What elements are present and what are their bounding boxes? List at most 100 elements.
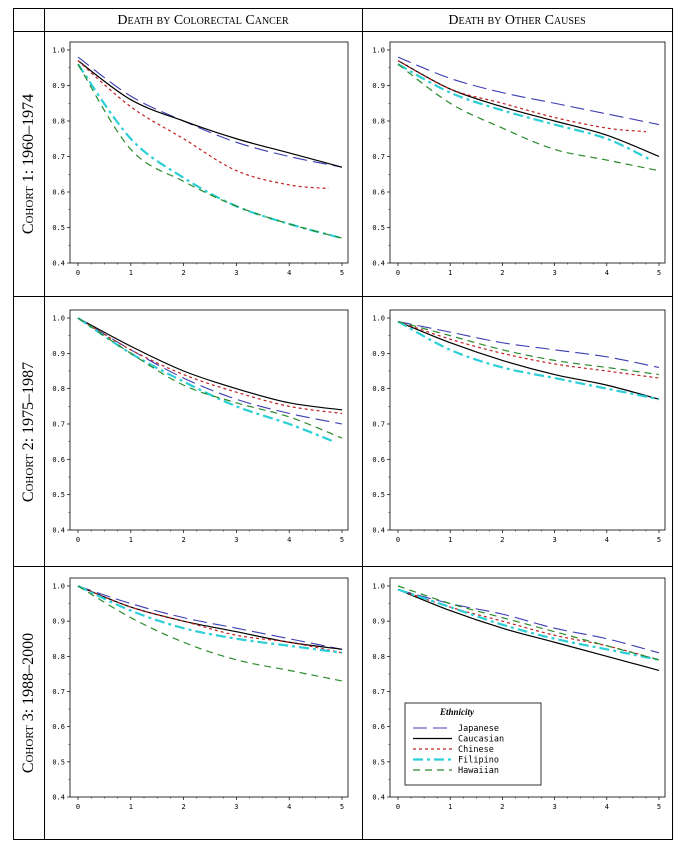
x-tick-label: 5 <box>340 803 344 811</box>
y-tick-label: 0.6 <box>52 723 65 731</box>
legend-label-filipino: Filipino <box>458 756 499 766</box>
y-tick-label: 0.4 <box>52 260 65 268</box>
x-tick-label: 4 <box>605 269 609 277</box>
legend-box <box>404 702 542 786</box>
y-tick-label: 0.4 <box>372 794 385 802</box>
series-line-filipino <box>77 317 335 443</box>
y-tick-label: 0.8 <box>52 385 65 393</box>
y-tick-label: 0.4 <box>52 527 65 535</box>
x-tick-label: 0 <box>76 803 80 811</box>
chart-panel-1: 0.4 0.5 0.6 0.7 0.8 0.9 1.0 0 1 2 3 4 5 <box>52 41 349 277</box>
y-tick-label: 0.8 <box>372 653 385 661</box>
series-line-chinese <box>397 60 647 133</box>
x-tick-label: 0 <box>76 269 80 277</box>
plot-frame <box>69 577 349 798</box>
series-line-chinese <box>397 320 660 379</box>
column-header-colorectal: Death by Colorectal Cancer <box>117 13 289 28</box>
y-tick-label: 1.0 <box>52 47 65 55</box>
x-tick-label: 4 <box>287 269 291 277</box>
series-line-caucasian <box>397 60 660 158</box>
y-tick-label: 1.0 <box>372 583 385 591</box>
y-tick-label: 0.4 <box>372 260 385 268</box>
y-tick-label: 0.9 <box>372 82 385 90</box>
y-tick-label: 0.9 <box>52 82 65 90</box>
x-tick-label: 2 <box>500 536 504 544</box>
series-line-hawaiian <box>77 585 343 682</box>
series-line-filipino <box>397 320 660 401</box>
series-line-caucasian <box>397 320 660 400</box>
y-tick-label: 0.5 <box>52 758 65 766</box>
series-line-caucasian <box>77 585 343 650</box>
y-tick-label: 1.0 <box>372 315 385 323</box>
x-tick-label: 5 <box>657 269 661 277</box>
series-line-japanese <box>77 56 343 168</box>
x-tick-label: 2 <box>181 269 185 277</box>
y-tick-label: 0.6 <box>372 723 385 731</box>
x-tick-label: 5 <box>340 536 344 544</box>
y-tick-label: 1.0 <box>52 315 65 323</box>
chart-panel-4: 0.4 0.5 0.6 0.7 0.8 0.9 1.0 0 1 2 3 4 5 <box>372 309 666 544</box>
y-tick-label: 0.7 <box>52 421 65 429</box>
y-tick-label: 0.5 <box>52 491 65 499</box>
x-tick-label: 2 <box>181 536 185 544</box>
series-line-caucasian <box>77 60 343 168</box>
outer-border <box>13 8 673 840</box>
y-tick-label: 0.5 <box>372 758 385 766</box>
plot-frame <box>69 309 349 531</box>
series-line-hawaiian <box>77 317 343 439</box>
y-tick-label: 0.7 <box>372 421 385 429</box>
x-tick-label: 4 <box>287 803 291 811</box>
legend-label-caucasian: Caucasian <box>458 735 504 745</box>
y-tick-label: 0.7 <box>372 688 385 696</box>
x-tick-label: 3 <box>552 536 556 544</box>
series-line-chinese <box>77 317 343 414</box>
y-tick-label: 0.8 <box>372 385 385 393</box>
chart-panel-5: 0.4 0.5 0.6 0.7 0.8 0.9 1.0 0 1 2 3 4 5 <box>52 577 349 811</box>
chart-panel-3: 0.4 0.5 0.6 0.7 0.8 0.9 1.0 0 1 2 3 4 5 <box>52 309 349 544</box>
y-tick-label: 0.5 <box>372 491 385 499</box>
series-line-hawaiian <box>77 63 343 239</box>
x-tick-label: 2 <box>500 803 504 811</box>
x-tick-label: 1 <box>129 536 133 544</box>
series-line-hawaiian <box>397 320 660 376</box>
chart-panel-6: 0.4 0.5 0.6 0.7 0.8 0.9 1.0 0 1 2 3 4 5 <box>372 577 666 811</box>
y-tick-label: 0.8 <box>52 118 65 126</box>
legend-label-japanese: Japanese <box>458 724 499 734</box>
x-tick-label: 0 <box>396 269 400 277</box>
series-line-japanese <box>77 317 343 425</box>
series-line-caucasian <box>397 588 660 671</box>
x-tick-label: 3 <box>234 803 238 811</box>
x-tick-label: 3 <box>552 269 556 277</box>
y-tick-label: 0.5 <box>52 224 65 232</box>
legend: Ethnicity JapaneseCaucasianChineseFilipin… <box>404 702 542 786</box>
x-tick-label: 0 <box>396 536 400 544</box>
x-tick-label: 1 <box>448 269 452 277</box>
x-tick-label: 3 <box>234 536 238 544</box>
y-tick-label: 0.6 <box>52 189 65 197</box>
legend-title: Ethnicity <box>439 707 475 717</box>
x-tick-label: 1 <box>129 269 133 277</box>
x-tick-label: 1 <box>448 803 452 811</box>
series-line-japanese <box>77 585 343 650</box>
series-line-hawaiian <box>397 63 660 172</box>
y-tick-label: 0.7 <box>52 688 65 696</box>
series-line-filipino <box>77 63 343 240</box>
series-line-hawaiian <box>397 585 660 661</box>
x-tick-label: 3 <box>552 803 556 811</box>
x-tick-label: 4 <box>605 536 609 544</box>
series-line-chinese <box>77 585 343 654</box>
plot-frame <box>69 41 349 264</box>
x-tick-label: 5 <box>657 536 661 544</box>
x-tick-label: 4 <box>605 803 609 811</box>
y-tick-label: 0.6 <box>372 189 385 197</box>
y-tick-label: 0.4 <box>372 527 385 535</box>
plot-frame <box>389 577 666 798</box>
series-line-caucasian <box>77 317 343 411</box>
y-tick-label: 1.0 <box>372 47 385 55</box>
y-tick-label: 0.6 <box>52 456 65 464</box>
x-tick-label: 0 <box>396 803 400 811</box>
series-line-filipino <box>397 588 660 661</box>
series-line-filipino <box>397 63 652 162</box>
